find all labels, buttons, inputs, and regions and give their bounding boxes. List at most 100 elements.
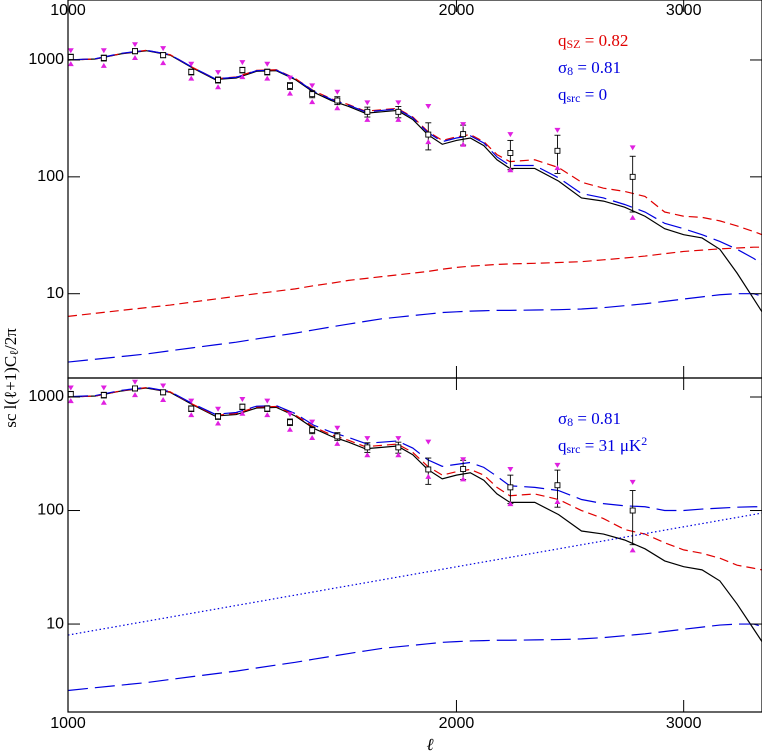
- x-tick-label: 1000: [50, 715, 86, 732]
- upper-marker: [286, 75, 293, 81]
- upper-marker: [100, 48, 107, 54]
- data-point: [287, 419, 293, 426]
- lower-marker: [239, 74, 246, 80]
- data-point: [425, 466, 432, 473]
- annotation: qsrc = 31 μK2: [558, 434, 647, 456]
- text-part: σ: [558, 409, 567, 428]
- x-tick-label: 3000: [666, 2, 702, 19]
- data-point: [364, 108, 371, 115]
- upper-marker: [132, 42, 139, 48]
- lower-marker: [100, 399, 107, 405]
- lower-marker: [160, 60, 167, 66]
- data-point: [425, 131, 432, 138]
- y-tick-label: 10: [46, 615, 64, 632]
- upper-marker: [395, 100, 402, 106]
- upper-marker: [629, 145, 636, 151]
- superscript: 2: [641, 434, 647, 448]
- data-point: [629, 507, 636, 514]
- lower-marker: [364, 452, 371, 458]
- lower-marker: [309, 434, 316, 440]
- subscript: 8: [567, 64, 573, 78]
- upper-marker: [554, 462, 561, 468]
- data-point: [554, 147, 561, 154]
- y-tick-label: 1000: [28, 51, 64, 68]
- curve: [68, 386, 762, 512]
- data-point: [188, 405, 195, 412]
- lower-marker: [264, 75, 271, 81]
- data-point: [309, 427, 316, 434]
- curve: [68, 386, 762, 571]
- lower-marker: [132, 392, 139, 398]
- upper-marker: [395, 436, 402, 442]
- data-point: [334, 433, 341, 440]
- curve: [68, 387, 762, 642]
- text-part: /2π: [1, 328, 20, 350]
- data-point: [239, 403, 246, 410]
- y-tick-label: 1000: [28, 388, 64, 405]
- data-point: [264, 405, 271, 412]
- upper-marker: [286, 412, 293, 418]
- x-tick-label: 2000: [439, 2, 475, 19]
- upper-marker: [264, 398, 271, 404]
- data-point: [309, 91, 316, 98]
- lower-marker: [215, 84, 222, 90]
- curve: [68, 50, 762, 313]
- subscript: src: [567, 442, 581, 456]
- curve: [68, 246, 762, 317]
- data-point: [364, 444, 371, 451]
- data-point: [132, 385, 138, 392]
- lower-marker: [286, 426, 293, 432]
- data-point: [507, 484, 514, 491]
- text-part: = 0: [581, 85, 608, 104]
- lower-marker: [460, 141, 467, 147]
- lower-marker: [334, 440, 341, 446]
- lower-marker: [507, 501, 514, 507]
- frame: [67, 377, 762, 713]
- y-tick-label: 10: [46, 285, 64, 302]
- lower-marker: [188, 412, 195, 418]
- lower-marker: [264, 412, 271, 418]
- text-part: = 31 μK: [581, 436, 642, 455]
- curve: [68, 623, 762, 692]
- upper-marker: [309, 419, 316, 425]
- plot-area: [68, 42, 762, 363]
- upper-marker: [239, 60, 246, 66]
- lower-marker: [425, 139, 432, 145]
- upper-marker: [160, 46, 167, 52]
- data-point: [264, 68, 271, 75]
- data-point: [460, 466, 467, 472]
- upper-marker: [364, 436, 371, 442]
- lower-marker: [507, 167, 514, 173]
- text-part: q: [558, 31, 567, 50]
- lower-marker: [188, 75, 195, 81]
- upper-marker: [68, 385, 74, 391]
- upper-marker: [425, 103, 432, 109]
- text-part: q: [558, 436, 567, 455]
- data-point: [334, 97, 341, 104]
- data-point: [100, 55, 107, 61]
- lower-marker: [160, 397, 167, 403]
- upper-marker: [554, 127, 561, 133]
- upper-marker: [68, 48, 74, 54]
- lower-marker: [364, 116, 371, 122]
- data-point: [507, 150, 514, 156]
- data-point: [287, 82, 293, 89]
- lower-marker: [334, 105, 341, 111]
- data-point: [160, 52, 167, 59]
- upper-marker: [239, 397, 246, 403]
- lower-marker: [309, 99, 316, 105]
- upper-marker: [160, 383, 167, 389]
- lower-marker: [554, 499, 561, 505]
- x-axis-label: ℓ: [426, 735, 433, 752]
- data-point: [160, 389, 167, 396]
- x-tick-label: 1000: [50, 2, 86, 19]
- lower-marker: [425, 473, 432, 479]
- data-point: [68, 54, 74, 60]
- lower-marker: [68, 61, 74, 67]
- annotation: σ8 = 0.81: [558, 58, 621, 78]
- lower-marker: [132, 55, 139, 61]
- x-tick-label: 2000: [439, 715, 475, 732]
- data-point: [395, 108, 402, 115]
- upper-marker: [425, 439, 432, 445]
- upper-marker: [507, 132, 514, 138]
